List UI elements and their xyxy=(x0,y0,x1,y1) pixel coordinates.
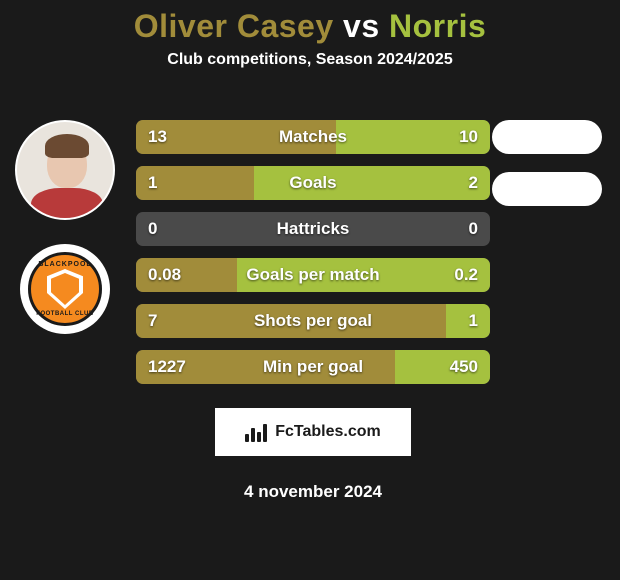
stat-value-right: 0.2 xyxy=(454,258,478,292)
date-label: 4 november 2024 xyxy=(136,482,490,502)
left-player-column: BLACKPOOL FOOTBALL CLUB xyxy=(10,120,120,334)
stat-value-right: 2 xyxy=(469,166,478,200)
title-vs: vs xyxy=(343,8,389,44)
stat-bar-matches: 13 Matches 10 xyxy=(136,120,490,154)
stat-value-right: 10 xyxy=(459,120,478,154)
stat-label: Goals per match xyxy=(136,258,490,292)
page-title: Oliver Casey vs Norris xyxy=(0,8,620,45)
stat-bar-hattricks: 0 Hattricks 0 xyxy=(136,212,490,246)
club-badge-text-bottom: FOOTBALL CLUB xyxy=(31,311,99,317)
player-avatar xyxy=(15,120,115,220)
club-badge: BLACKPOOL FOOTBALL CLUB xyxy=(20,244,110,334)
watermark-text: FcTables.com xyxy=(275,423,381,441)
right-player-avatar-placeholder xyxy=(492,120,602,154)
stat-label: Hattricks xyxy=(136,212,490,246)
stat-label: Goals xyxy=(136,166,490,200)
subtitle: Club competitions, Season 2024/2025 xyxy=(0,51,620,69)
club-badge-text-top: BLACKPOOL xyxy=(31,261,99,268)
title-left-player: Oliver Casey xyxy=(134,8,334,44)
stat-bar-goals-per-match: 0.08 Goals per match 0.2 xyxy=(136,258,490,292)
stat-bar-min-per-goal: 1227 Min per goal 450 xyxy=(136,350,490,384)
stat-bar-shots-per-goal: 7 Shots per goal 1 xyxy=(136,304,490,338)
stats-bars: 13 Matches 10 1 Goals 2 0 Hattricks 0 0.… xyxy=(136,120,490,502)
title-right-player: Norris xyxy=(389,8,486,44)
fctables-logo-icon xyxy=(245,422,269,442)
stat-value-right: 1 xyxy=(469,304,478,338)
stat-bar-goals: 1 Goals 2 xyxy=(136,166,490,200)
right-player-column xyxy=(492,120,602,206)
watermark: FcTables.com xyxy=(215,408,411,456)
stat-label: Matches xyxy=(136,120,490,154)
comparison-card: Oliver Casey vs Norris Club competitions… xyxy=(0,0,620,580)
club-badge-shield-icon xyxy=(47,269,83,309)
stat-label: Shots per goal xyxy=(136,304,490,338)
stat-value-right: 450 xyxy=(450,350,478,384)
stat-label: Min per goal xyxy=(136,350,490,384)
stat-value-right: 0 xyxy=(469,212,478,246)
right-club-badge-placeholder xyxy=(492,172,602,206)
